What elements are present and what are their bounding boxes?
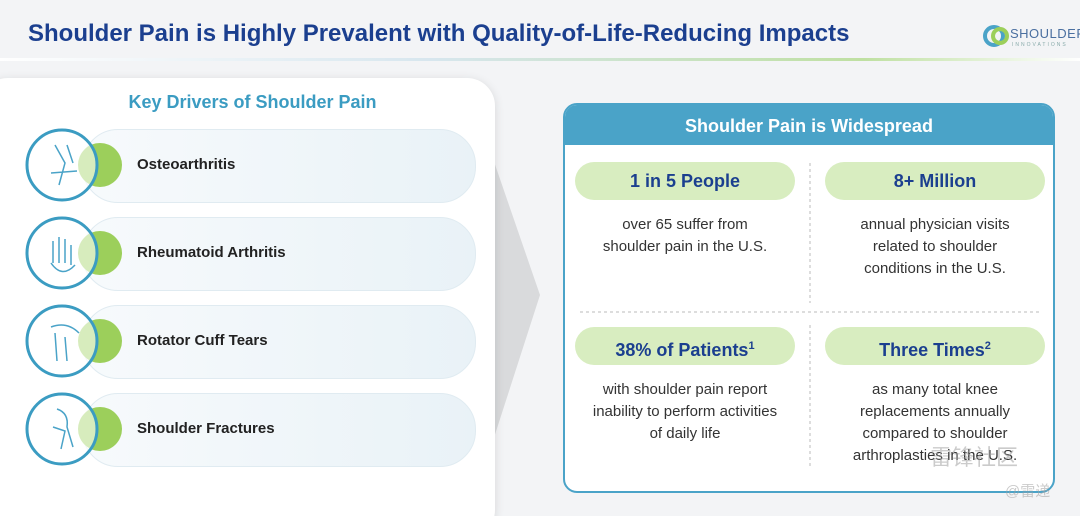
footnote-mark: 2 [984,340,991,352]
driver-icon [20,211,130,295]
driver-pill [82,217,476,291]
driver-icon [20,123,130,207]
stat-headline: 1 in 5 People [575,162,795,200]
header-rule [0,58,1080,61]
driver-label: Rheumatoid Arthritis [137,244,286,261]
description-line: compared to shoulder [862,425,1008,442]
driver-pill [82,305,476,379]
watermark-text: @雷递 [1005,483,1051,500]
stat-description: with shoulder pain report inability to pe… [570,379,800,445]
stat-headline-text: 1 in 5 People [629,171,741,191]
stats-title: Shoulder Pain is Widespread [565,105,1053,145]
description-line: conditions in the U.S. [864,260,1006,277]
driver-label: Osteoarthritis [137,156,236,173]
dividers [580,163,1040,467]
driver-pill [82,393,476,467]
icon-art [25,392,122,466]
description-line: with shoulder pain report [602,381,768,398]
logo-name: SHOULDER [1010,26,1080,41]
icon-art [25,304,122,378]
stat-description: annual physician visits related to should… [820,214,1050,280]
stat-description: as many total knee replacements annually c… [820,379,1050,467]
stat-headline: 38% of Patients1 [575,327,795,365]
drivers-title: Key Drivers of Shoulder Pain [128,92,377,112]
description-line: inability to perform activities [592,403,778,420]
description-line: as many total knee [872,381,998,398]
icon-art [25,128,122,202]
slide-title: Shoulder Pain is Highly Prevalent with Q… [28,20,850,47]
stat-headline: Three Times2 [825,327,1045,365]
watermark-text: 雷锋社区 [930,445,1019,470]
stat-headline-text: 38% of Patients [615,340,749,360]
description-line: replacements annually [859,403,1011,420]
stat-headline-text: 8+ Million [893,171,977,191]
stat-headline-text: Three Times [879,340,985,360]
description-line: related to shoulder [872,238,998,255]
chevron [490,150,540,450]
description-line: annual physician visits [860,216,1010,233]
description-line: over 65 suffer from [622,216,748,233]
description-line: shoulder pain in the U.S. [602,238,768,255]
stat-description: over 65 suffer from shoulder pain in the … [570,214,800,258]
description-line: of daily life [649,425,721,442]
logo-mark [983,25,1009,47]
driver-icon [20,387,130,471]
driver-label: Rotator Cuff Tears [137,332,268,349]
driver-icon [20,299,130,383]
stat-headline: 8+ Million [825,162,1045,200]
icon-art [25,216,122,290]
logo-tagline: INNOVATIONS [1012,42,1068,48]
footnote-mark: 1 [748,340,755,352]
logo: SHOULDER INNOVATIONS [982,22,1080,52]
stats-panel: Shoulder Pain is Widespread 1 in 5 Peopl… [563,103,1055,493]
description-line: arthroplasties in the U.S. [852,447,1018,464]
driver-label: Shoulder Fractures [137,420,275,437]
driver-pill [82,129,476,203]
